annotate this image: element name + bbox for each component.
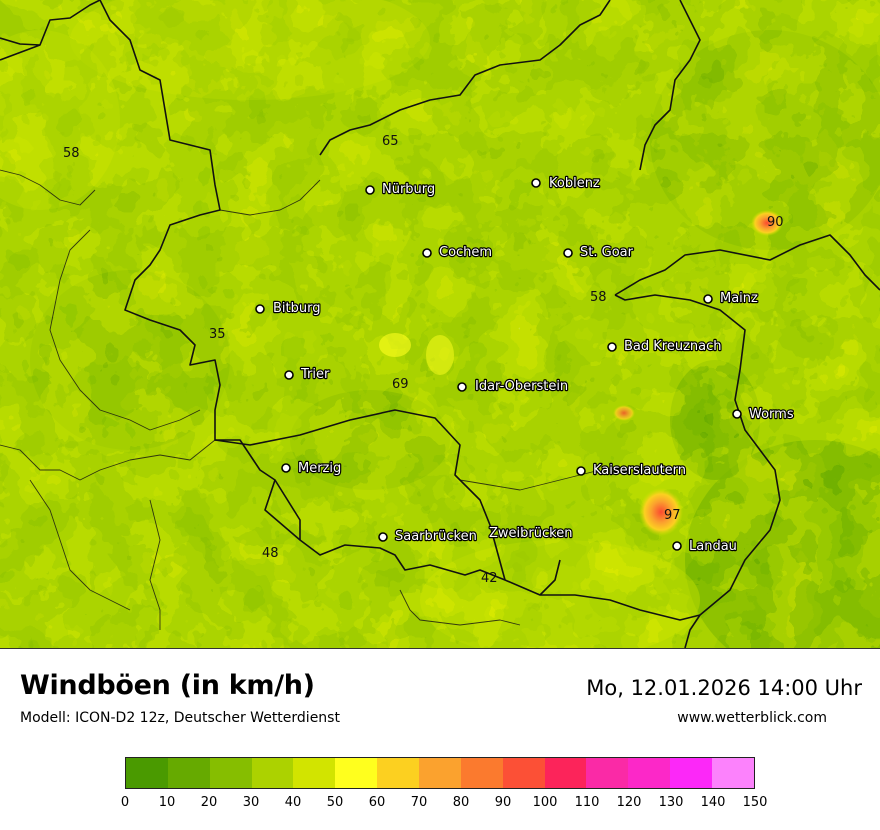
legend-tick-label: 20 xyxy=(200,795,218,810)
legend-tick-label: 150 xyxy=(742,795,768,810)
legend-tick-label: 80 xyxy=(452,795,470,810)
legend-tick-label: 110 xyxy=(574,795,600,810)
city-label-trier: Trier xyxy=(300,367,330,382)
legend-tick-label: 100 xyxy=(532,795,558,810)
legend-ticks: 0 10 20 30 40 50 60 70 80 90 100 110 120 130 140 150 xyxy=(121,795,768,815)
legend-tick-label: 40 xyxy=(284,795,302,810)
legend-swatch xyxy=(544,758,587,788)
legend-swatch xyxy=(670,758,713,788)
city-label-worms: Worms xyxy=(749,407,794,422)
legend-tick-label: 90 xyxy=(494,795,512,810)
city-label-bad-kreuznach: Bad Kreuznach xyxy=(624,339,722,354)
city-label-zweibruecken: Zweibrücken xyxy=(489,526,572,541)
city-label-bitburg: Bitburg xyxy=(273,301,321,316)
value-label: 48 xyxy=(262,546,279,561)
value-label: 97 xyxy=(664,508,681,523)
legend-tick-label: 30 xyxy=(242,795,260,810)
legend-swatch xyxy=(335,758,378,788)
city-label-idar-oberstein: Idar-Oberstein xyxy=(475,379,568,394)
city-label-nuerburg: Nürburg xyxy=(382,182,435,197)
city-label-saarbruecken: Saarbrücken xyxy=(395,529,477,544)
model-info: Modell: ICON-D2 12z, Deutscher Wetterdie… xyxy=(20,710,340,726)
legend-tick-label: 130 xyxy=(658,795,684,810)
legend-swatch xyxy=(419,758,461,788)
city-label-koblenz: Koblenz xyxy=(549,176,600,191)
legend-swatch xyxy=(460,758,503,788)
value-label: 42 xyxy=(481,571,498,586)
city-label-st-goar: St. Goar xyxy=(580,245,634,260)
city-label-kaiserslautern: Kaiserslautern xyxy=(593,463,686,478)
legend-tick-label: 60 xyxy=(368,795,386,810)
legend-swatch xyxy=(209,758,252,788)
value-labels: 58 65 90 58 35 69 97 48 42 xyxy=(63,134,784,586)
legend-swatch xyxy=(502,758,545,788)
website-link[interactable]: www.wetterblick.com xyxy=(677,710,827,726)
legend-swatch xyxy=(628,758,671,788)
value-label: 58 xyxy=(590,290,607,305)
legend-swatch xyxy=(251,758,294,788)
value-label: 58 xyxy=(63,146,80,161)
value-label: 35 xyxy=(209,327,226,342)
legend-tick-label: 0 xyxy=(120,795,130,810)
legend-tick-label: 140 xyxy=(700,795,726,810)
legend-tick-label: 120 xyxy=(616,795,642,810)
city-label-merzig: Merzig xyxy=(298,461,341,476)
legend-swatch xyxy=(167,758,210,788)
wind-gust-map: Nürburg Koblenz Cochem St. Goar Bitburg … xyxy=(0,0,880,649)
legend-tick-label: 50 xyxy=(326,795,344,810)
value-label: 69 xyxy=(392,377,409,392)
color-legend xyxy=(125,757,755,789)
legend-tick-label: 70 xyxy=(410,795,428,810)
legend-swatch xyxy=(712,758,754,788)
map-title: Windböen (in km/h) xyxy=(20,670,315,701)
value-label: 65 xyxy=(382,134,399,149)
forecast-datetime: Mo, 12.01.2026 14:00 Uhr xyxy=(586,676,862,700)
city-markers: Nürburg Koblenz Cochem St. Goar Bitburg … xyxy=(255,175,795,555)
legend-swatch xyxy=(586,758,629,788)
city-label-mainz: Mainz xyxy=(720,291,758,306)
legend-tick-label: 10 xyxy=(158,795,176,810)
legend-swatch xyxy=(377,758,420,788)
legend-swatch xyxy=(293,758,336,788)
value-label: 90 xyxy=(767,215,784,230)
city-label-cochem: Cochem xyxy=(439,245,492,260)
legend-swatch xyxy=(126,758,168,788)
city-label-landau: Landau xyxy=(689,539,737,554)
